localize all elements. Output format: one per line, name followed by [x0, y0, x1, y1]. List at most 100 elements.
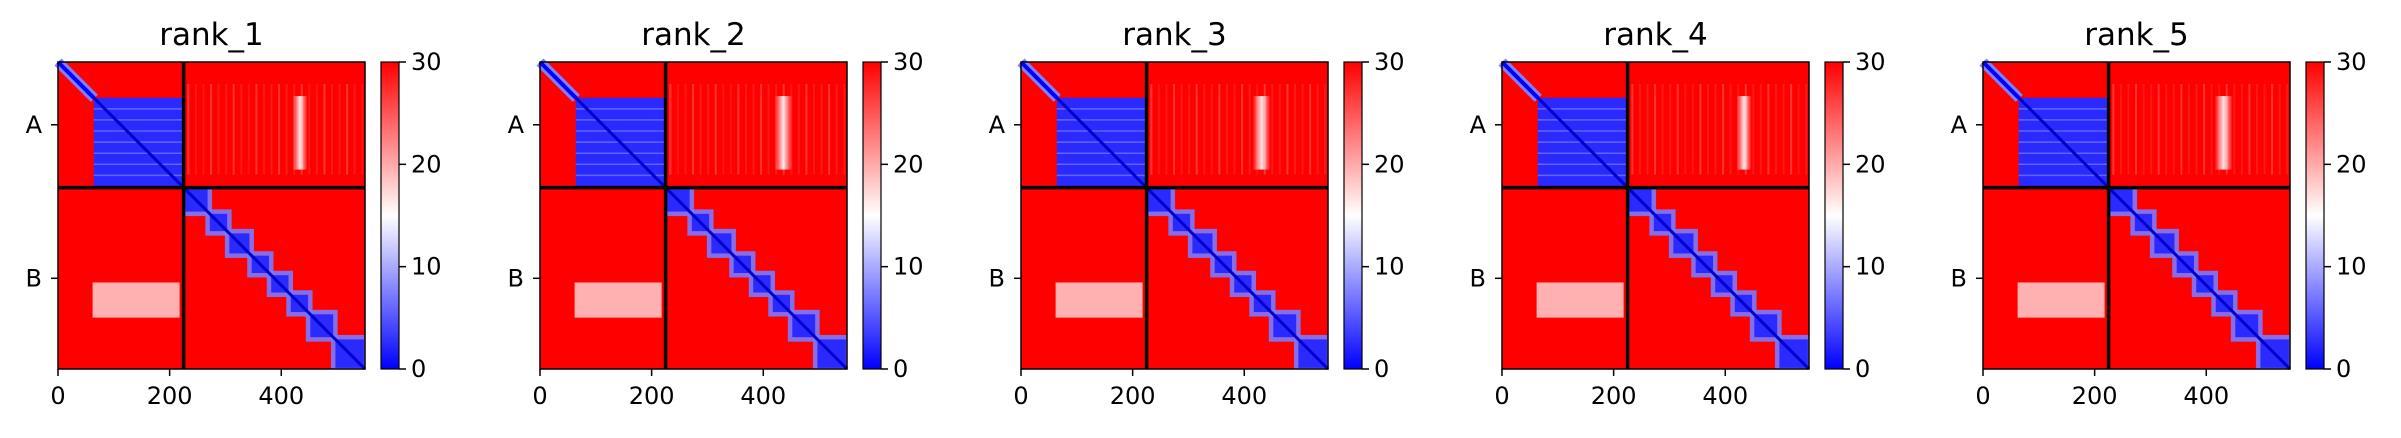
heatmap-stripe — [2157, 84, 2160, 175]
colorbar-tick-label: 0 — [1855, 355, 1870, 383]
colorbar-tick-label: 10 — [1374, 253, 1405, 281]
x-tick-label: 200 — [147, 382, 193, 410]
x-tick-label: 400 — [740, 382, 786, 410]
heatmap-stripe — [714, 84, 717, 175]
x-tick-label: 200 — [2072, 382, 2118, 410]
x-tick-label: 400 — [1221, 382, 1267, 410]
y-tick-label: B — [989, 264, 1005, 292]
heatmap-stripe — [2150, 84, 2153, 175]
heatmap-stripe — [1150, 84, 1153, 175]
heatmap-stripe — [2240, 84, 2243, 175]
heatmap-stripe — [2195, 84, 2198, 175]
heatmap-stripe — [1271, 84, 1274, 175]
heatmap-stripe — [2210, 84, 2213, 175]
heatmap-stripe — [210, 84, 213, 175]
heatmap-stripe — [2119, 84, 2122, 175]
heatmap-stripe — [767, 84, 770, 175]
heatmap-light-patch — [2017, 282, 2105, 318]
heatmap-stripe — [2233, 84, 2236, 175]
panel-title: rank_2 — [641, 17, 746, 53]
heatmap-diagonal — [1145, 186, 1330, 371]
heatmap-diagonal — [56, 60, 96, 100]
heatmap-diagonal — [1055, 96, 1147, 188]
heatmap-stripe — [247, 84, 250, 175]
heatmap-stripe — [699, 84, 702, 175]
colorbar-tick-label: 0 — [2336, 355, 2351, 383]
heatmap-stripe — [1661, 84, 1664, 175]
heatmap-stripe — [1646, 84, 1649, 175]
heatmap-light-patch — [92, 282, 180, 318]
colorbar — [2305, 61, 2325, 370]
colorbar-tick-label: 30 — [1855, 48, 1886, 76]
heatmap-stripe — [820, 84, 823, 175]
heatmap-stripe — [2187, 84, 2190, 175]
x-tick-label: 400 — [258, 382, 304, 410]
panel-rank_3: rank_3 A B 0 200 400 0 10 20 30 — [989, 17, 1405, 410]
heatmap-stripe — [1316, 84, 1319, 175]
heatmap-diagonal — [1626, 186, 1811, 371]
heatmap-diagonal — [538, 60, 578, 100]
heatmap-stripe — [2271, 84, 2274, 175]
heatmap-stripe — [828, 84, 831, 175]
y-tick-label: A — [1470, 111, 1487, 139]
x-tick-label: 200 — [1110, 382, 1156, 410]
heatmap-stripe — [2255, 84, 2258, 175]
colorbar-tick-label: 30 — [2336, 48, 2367, 76]
heatmap-stripe — [812, 84, 815, 175]
colorbar-tick-label: 0 — [893, 355, 908, 383]
colorbar — [1824, 61, 1844, 370]
colorbar-tick-label: 30 — [411, 48, 442, 76]
plot-frame — [1020, 61, 1329, 370]
heatmap-light-patch — [574, 282, 662, 318]
x-tick-label: 200 — [1591, 382, 1637, 410]
heatmap-stripe — [797, 84, 800, 175]
heatmap-light-band — [774, 96, 793, 170]
y-tick-label: A — [989, 111, 1006, 139]
panel-title: rank_4 — [1603, 17, 1708, 53]
heatmap-stripe — [353, 84, 356, 175]
colorbar-tick-label: 10 — [893, 253, 924, 281]
heatmap-stripe — [1706, 84, 1709, 175]
x-tick-label: 0 — [532, 382, 547, 410]
heatmap-stripe — [315, 84, 318, 175]
y-tick-label: B — [1951, 264, 1967, 292]
heatmap-diagonal — [2107, 186, 2292, 371]
heatmap-stripe — [1157, 84, 1160, 175]
heatmap-stripe — [1691, 84, 1694, 175]
heatmap-stripe — [232, 84, 235, 175]
heatmap-stripe — [692, 84, 695, 175]
heatmap-diagonal — [2017, 96, 2109, 188]
heatmap-stripe — [1248, 84, 1251, 175]
heatmap-stripe — [1278, 84, 1281, 175]
colorbar-tick-label: 20 — [893, 150, 924, 178]
heatmap-stripe — [346, 84, 349, 175]
heatmap-stripe — [1188, 84, 1191, 175]
heatmap-stripe — [1767, 84, 1770, 175]
panel-title: rank_5 — [2084, 17, 2189, 53]
heatmap-light-band — [1252, 96, 1271, 170]
heatmap-stripe — [1225, 84, 1228, 175]
heatmap-stripe — [285, 84, 288, 175]
colorbar-tick-label: 30 — [893, 48, 924, 76]
panel-title: rank_1 — [159, 17, 264, 53]
y-tick-label: B — [508, 264, 524, 292]
heatmap-stripe — [1774, 84, 1777, 175]
colorbar — [862, 61, 882, 370]
heatmap-stripe — [1722, 84, 1725, 175]
colorbar-tick-label: 20 — [1855, 150, 1886, 178]
heatmap-light-band — [292, 96, 308, 170]
plot-frame — [1501, 61, 1810, 370]
panel-rank_5: rank_5 A B 0 200 400 0 10 20 30 — [1951, 17, 2367, 410]
heatmap-stripe — [1203, 84, 1206, 175]
heatmap-stripe — [1210, 84, 1213, 175]
heatmap-stripe — [1173, 84, 1176, 175]
heatmap-stripe — [1638, 84, 1641, 175]
colorbar-tick-label: 20 — [2336, 150, 2367, 178]
heatmap-stripe — [338, 84, 341, 175]
heatmap-stripe — [202, 84, 205, 175]
colorbar-tick-label: 0 — [1374, 355, 1389, 383]
heatmap-stripe — [1324, 84, 1327, 175]
colorbar-tick-label: 0 — [411, 355, 426, 383]
heatmap-stripe — [1180, 84, 1183, 175]
heatmap-stripe — [1729, 84, 1732, 175]
